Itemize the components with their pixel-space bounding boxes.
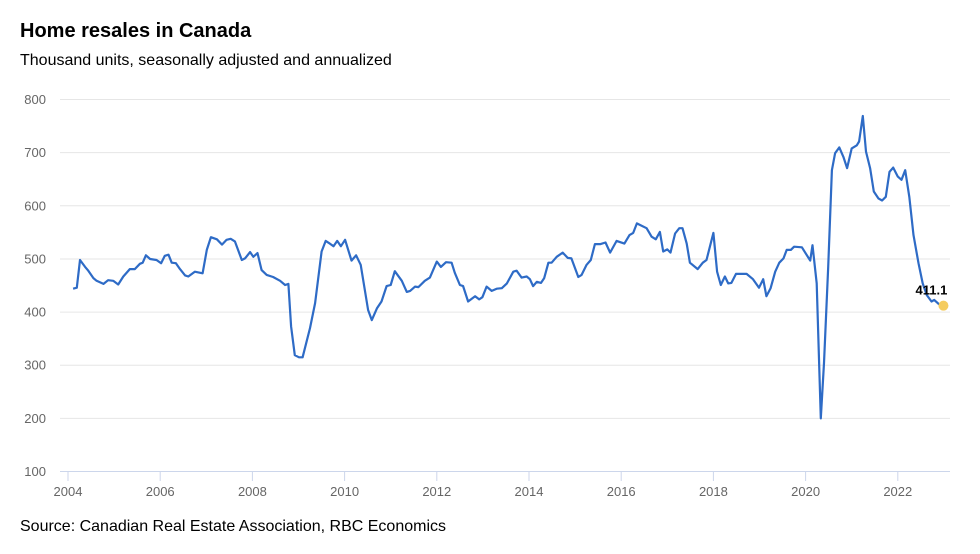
y-tick-label: 100	[24, 464, 46, 479]
x-tick-label: 2016	[607, 484, 636, 499]
chart-subtitle: Thousand units, seasonally adjusted and …	[20, 52, 392, 69]
series-line	[72, 114, 944, 420]
last-point-marker[interactable]	[938, 300, 949, 311]
gridlines	[60, 99, 950, 419]
x-tick-label: 2022	[883, 484, 912, 499]
y-tick-label: 400	[24, 305, 46, 320]
y-tick-label: 600	[24, 198, 46, 213]
y-tick-label: 800	[24, 92, 46, 107]
y-tick-label: 300	[24, 358, 46, 373]
source-note: Source: Canadian Real Estate Association…	[20, 518, 446, 535]
x-tick-label: 2006	[146, 484, 175, 499]
y-tick-label: 500	[24, 251, 46, 266]
y-tick-label: 700	[24, 145, 46, 160]
x-tick-label: 2020	[791, 484, 820, 499]
last-value-label: 411.1	[916, 283, 948, 298]
x-axis-labels: 2004 2006 2008 2010 2012 2014 2016 2018 2020 2022	[54, 471, 912, 499]
chart-title: Home resales in Canada	[20, 20, 252, 42]
x-tick-label: 2004	[54, 484, 83, 499]
x-tick-label: 2008	[238, 484, 267, 499]
x-tick-label: 2010	[330, 484, 359, 499]
x-tick-label: 2014	[515, 484, 544, 499]
y-tick-label: 200	[24, 411, 46, 426]
x-tick-label: 2018	[699, 484, 728, 499]
y-axis-labels: 100 200 300 400 500 600 700 800	[24, 92, 46, 479]
x-tick-label: 2012	[422, 484, 451, 499]
